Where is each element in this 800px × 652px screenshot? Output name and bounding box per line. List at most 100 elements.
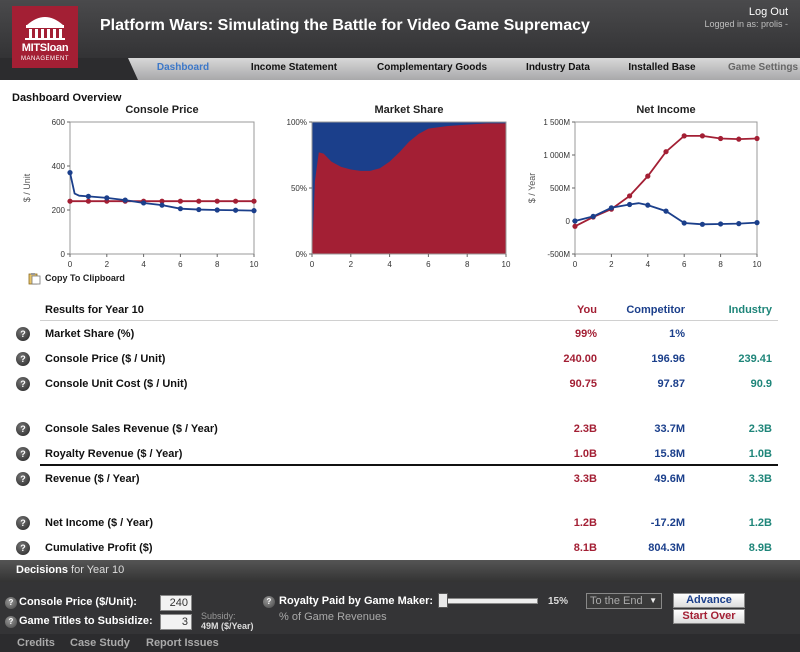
chart-title-net-income: Net Income bbox=[636, 104, 696, 116]
you-series-point bbox=[572, 223, 578, 229]
y-tick-label: 500M bbox=[550, 184, 570, 193]
y-tick-label: 0% bbox=[295, 250, 307, 259]
competitor-series-point bbox=[681, 220, 687, 226]
revenue-total-divider bbox=[40, 464, 778, 466]
chevron-down-icon: ▼ bbox=[649, 596, 657, 605]
console-price-input[interactable] bbox=[160, 595, 192, 611]
header: Platform Wars: Simulating the Battle for… bbox=[0, 0, 800, 58]
results-header-divider bbox=[40, 320, 778, 321]
subsidy-value: 49M ($/Year) bbox=[201, 621, 254, 631]
competitor-series-point bbox=[104, 195, 110, 201]
help-icon[interactable]: ? bbox=[16, 377, 30, 391]
value-competitor: 97.87 bbox=[657, 378, 685, 390]
help-icon[interactable]: ? bbox=[16, 472, 30, 486]
x-tick-label: 10 bbox=[250, 260, 259, 269]
you-series-point bbox=[67, 198, 73, 204]
help-icon[interactable]: ? bbox=[263, 596, 275, 608]
x-tick-label: 4 bbox=[387, 260, 392, 269]
help-icon[interactable]: ? bbox=[16, 541, 30, 555]
competitor-series-point bbox=[85, 193, 91, 199]
clipboard-icon[interactable] bbox=[28, 272, 41, 285]
value-industry: 239.41 bbox=[738, 353, 772, 365]
footer-link-report-issues[interactable]: Report Issues bbox=[146, 637, 219, 649]
value-you: 90.75 bbox=[569, 378, 597, 390]
tab-installed-base[interactable]: Installed Base bbox=[604, 58, 720, 80]
you-series-point bbox=[85, 198, 91, 204]
value-industry: 2.3B bbox=[748, 423, 772, 435]
row-label: Console Sales Revenue ($ / Year) bbox=[45, 423, 218, 435]
value-competitor: 804.3M bbox=[648, 542, 685, 554]
help-icon[interactable]: ? bbox=[16, 422, 30, 436]
help-icon[interactable]: ? bbox=[16, 352, 30, 366]
competitor-series-point bbox=[214, 207, 220, 213]
you-share-area bbox=[312, 123, 506, 254]
start-over-button[interactable]: Start Over bbox=[673, 609, 745, 624]
value-industry: 1.2B bbox=[748, 517, 772, 529]
competitor-series-point bbox=[608, 205, 614, 211]
competitor-series-point bbox=[627, 201, 633, 208]
table-row: ? Net Income ($ / Year) 1.2B -17.2M 1.2B bbox=[0, 512, 800, 536]
copy-to-clipboard-link[interactable]: Copy To Clipboard bbox=[45, 273, 125, 283]
royalty-label: Royalty Paid by Game Maker: bbox=[279, 595, 434, 607]
value-you: 2.3B bbox=[573, 423, 597, 435]
plot-frame bbox=[69, 121, 255, 255]
help-icon[interactable]: ? bbox=[5, 597, 17, 609]
x-tick-label: 2 bbox=[105, 260, 110, 269]
y-tick-label: 100% bbox=[287, 118, 307, 127]
x-tick-label: 0 bbox=[68, 260, 73, 269]
logout-link[interactable]: Log Out bbox=[748, 6, 788, 18]
help-icon[interactable]: ? bbox=[16, 327, 30, 341]
run-until-select[interactable]: To the End ▼ bbox=[586, 593, 662, 609]
royalty-subtext: % of Game Revenues bbox=[279, 611, 387, 623]
help-icon[interactable]: ? bbox=[16, 447, 30, 461]
help-icon[interactable]: ? bbox=[5, 616, 17, 628]
row-label: Console Price ($ / Unit) bbox=[45, 353, 166, 365]
competitor-series-point bbox=[233, 207, 239, 213]
tab-industry-data[interactable]: Industry Data bbox=[500, 58, 616, 80]
tab-game-settings[interactable]: Game Settings bbox=[708, 58, 800, 80]
competitor-series-point bbox=[141, 200, 147, 206]
competitor-series-point bbox=[159, 202, 165, 208]
competitor-series-point bbox=[67, 170, 73, 176]
run-until-value: To the End bbox=[590, 595, 643, 607]
competitor-series-point bbox=[572, 218, 578, 224]
decisions-title-year: for Year 10 bbox=[71, 564, 125, 576]
decisions-title: Decisions for Year 10 bbox=[16, 564, 124, 576]
x-tick-label: 6 bbox=[178, 260, 183, 269]
row-label: Royalty Revenue ($ / Year) bbox=[45, 448, 183, 460]
decisions-title-main: Decisions bbox=[16, 564, 68, 576]
competitor-series-point bbox=[736, 221, 742, 227]
decisions-panel bbox=[0, 582, 800, 634]
footer-link-credits[interactable]: Credits bbox=[17, 637, 55, 649]
table-row: ? Console Price ($ / Unit) 240.00 196.96… bbox=[0, 348, 800, 372]
x-tick-label: 10 bbox=[753, 260, 762, 269]
royalty-slider-thumb[interactable] bbox=[438, 593, 448, 608]
you-series-point bbox=[718, 135, 724, 142]
main-nav: Dashboard Income Statement Complementary… bbox=[0, 58, 800, 80]
table-row: ? Royalty Revenue ($ / Year) 1.0B 15.8M … bbox=[0, 443, 800, 467]
dome-icon bbox=[25, 17, 65, 40]
game-titles-input[interactable] bbox=[160, 614, 192, 630]
x-tick-label: 2 bbox=[609, 260, 614, 269]
advance-button[interactable]: Advance bbox=[673, 593, 745, 608]
x-tick-label: 8 bbox=[215, 260, 220, 269]
tab-dashboard[interactable]: Dashboard bbox=[128, 58, 238, 80]
row-label: Market Share (%) bbox=[45, 328, 135, 340]
you-series-point bbox=[233, 198, 239, 204]
you-series-point bbox=[159, 198, 165, 204]
results-header-row: Results for Year 10 You Competitor Indus… bbox=[0, 299, 800, 323]
mit-sloan-logo: MITSloan MANAGEMENT bbox=[12, 6, 78, 68]
tab-complementary-goods[interactable]: Complementary Goods bbox=[352, 58, 512, 80]
competitor-series-line bbox=[574, 202, 758, 226]
chart-title-market-share: Market Share bbox=[374, 104, 444, 116]
tab-income-statement[interactable]: Income Statement bbox=[226, 58, 362, 80]
value-competitor: -17.2M bbox=[650, 517, 685, 529]
competitor-series-point bbox=[663, 208, 669, 214]
footer-link-case-study[interactable]: Case Study bbox=[70, 637, 130, 649]
help-icon[interactable]: ? bbox=[16, 516, 30, 530]
competitor-series-point bbox=[196, 206, 202, 213]
royalty-slider-track[interactable] bbox=[441, 598, 538, 604]
you-series-point bbox=[196, 198, 202, 204]
competitor-series-point bbox=[718, 221, 724, 227]
